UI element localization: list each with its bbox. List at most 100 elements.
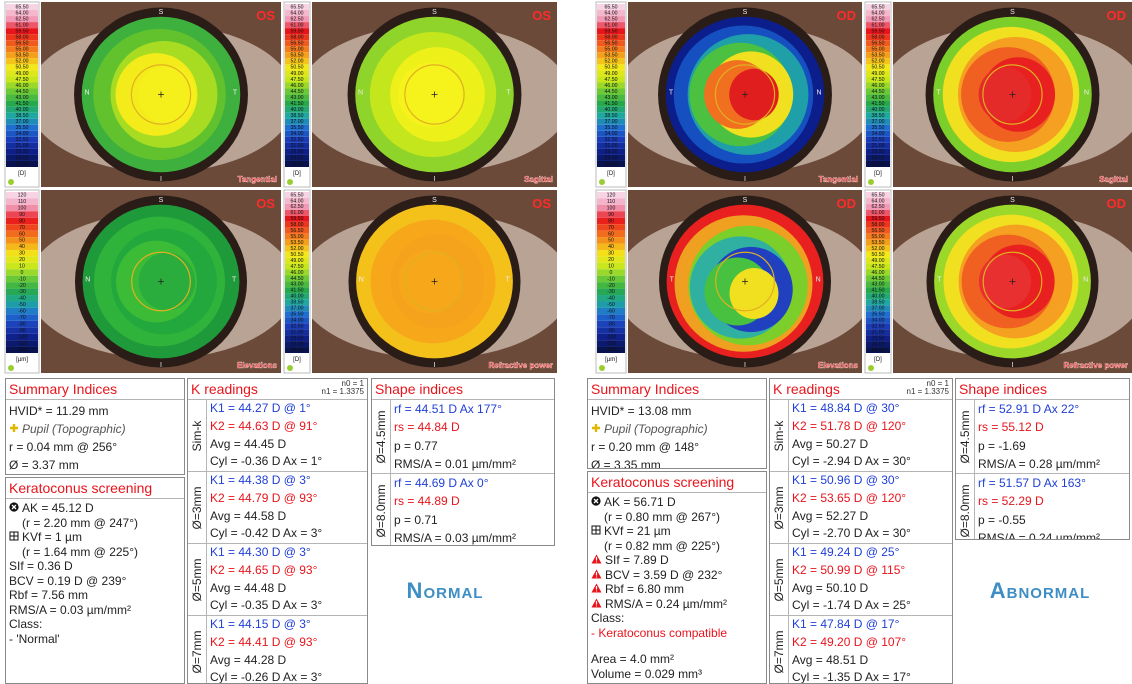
color-scale-label: 0: [610, 270, 613, 276]
text-line: Avg = 50.10 D: [789, 580, 911, 598]
zone-lines: K1 = 49.24 D @ 25°K2 = 50.99 D @ 115°Avg…: [789, 544, 911, 615]
text-line: rs = 44.89 D: [391, 492, 516, 510]
color-scale-unit: [D]: [293, 171, 301, 177]
orientation-label: T: [670, 277, 675, 284]
box-body: HVID* = 11.29 mmPupil (Topographic)r = 0…: [6, 400, 184, 474]
refractive-index: n0 = 1n1 = 1.3375: [907, 380, 949, 396]
color-scale-label: -10: [607, 276, 615, 282]
orientation-label: I: [160, 362, 162, 369]
text-line: RMS/A = 0.24 µm/mm²: [975, 529, 1100, 540]
text-line: Avg = 50.27 D: [789, 436, 911, 454]
value-text: rs = 52.29 D: [978, 492, 1044, 510]
map-label: Tangential: [819, 175, 858, 184]
value-text: K2 = 49.20 D @ 107°: [792, 634, 906, 652]
text-line: K1 = 50.96 D @ 30°: [789, 472, 911, 490]
topography-maps: 65.5064.0062.5061.0059.5058.0056.5055.00…: [0, 0, 1132, 376]
caption: Normal: [407, 578, 484, 604]
value-text: K2 = 50.99 D @ 115°: [792, 562, 905, 580]
color-scale-label: -60: [18, 309, 26, 315]
color-scale-label: 80: [608, 218, 614, 224]
value-text: Cyl = -1.74 D Ax = 25°: [792, 597, 911, 615]
text-line: SIf = 7.89 D: [588, 553, 766, 568]
text-line: K2 = 51.78 D @ 120°: [789, 418, 911, 436]
text-line: Cyl = -1.35 D Ax = 17°: [789, 669, 911, 684]
color-scale-label: 80: [19, 218, 25, 224]
color-scale: 1201101009080706050403020100-10-20-30-40…: [596, 190, 626, 373]
zone-group: Ø=8.0mmrf = 44.69 D Ax 0°rs = 44.89 Dp =…: [372, 474, 554, 546]
zone-lines: rf = 52.91 D Ax 22°rs = 55.12 Dp = -1.69…: [975, 400, 1100, 473]
value-text: K2 = 51.78 D @ 120°: [792, 418, 906, 436]
text-line: Cyl = -2.94 D Ax = 30°: [789, 453, 911, 471]
zone-label: Ø=4.5mm: [374, 410, 388, 463]
color-scale-unit: [D]: [18, 171, 26, 177]
value-text: Avg = 44.45 D: [210, 436, 286, 454]
zone-label: Ø=3mm: [772, 486, 786, 529]
value-text: Avg = 50.27 D: [792, 436, 868, 454]
value-text: RMS/A = 0.24 µm/mm²: [978, 529, 1100, 540]
icon: [591, 568, 605, 583]
text-line: Avg = 48.51 D: [789, 652, 911, 670]
icon: [591, 597, 605, 612]
text-line: RMS/A = 0.03 µm/mm²: [391, 529, 516, 546]
color-scale-label: -120: [17, 347, 27, 353]
n1-label: n1 = 1.3375: [907, 388, 949, 396]
text-line: RMS/A = 0.01 µm/mm²: [391, 455, 516, 473]
color-scale-label: -50: [607, 302, 615, 308]
text-line: Avg = 52.27 D: [789, 508, 911, 526]
orientation-label: N: [816, 277, 821, 284]
text-line: K2 = 44.41 D @ 93°: [207, 634, 322, 652]
icon-warn: [591, 598, 602, 608]
value-text: KVf = 1 µm: [22, 530, 82, 545]
value-text: (r = 2.20 mm @ 247°): [22, 516, 138, 531]
color-scale-label: 70: [19, 225, 25, 231]
value-text: Ø = 3.37 mm: [9, 456, 79, 474]
value-text: Volume = 0.029 mm³: [591, 667, 702, 682]
orientation-label: T: [506, 90, 511, 97]
color-scale-label: -120: [606, 347, 616, 353]
color-scale-label: -40: [607, 296, 615, 302]
value-text: - Keratoconus compatible: [591, 626, 727, 641]
text-line: K1 = 44.30 D @ 3°: [207, 544, 322, 562]
map-zone: [979, 255, 1031, 309]
text-line: K1 = 49.24 D @ 25°: [789, 544, 911, 562]
text-line: BCV = 3.59 D @ 232°: [588, 568, 766, 583]
value-text: Class:: [9, 617, 42, 632]
text-line: Cyl = -2.70 D Ax = 30°: [789, 525, 911, 543]
orientation-label: N: [1083, 277, 1088, 284]
color-scale-label: 60: [608, 231, 614, 237]
value-text: K2 = 44.65 D @ 93°: [210, 562, 317, 580]
text-line: p = 0.71: [391, 511, 516, 529]
color-scale-label: 20: [608, 257, 614, 263]
value-text: KVf = 21 µm: [604, 524, 671, 539]
color-scale-label: 26.50: [872, 347, 885, 353]
text-line: RMS/A = 0.28 µm/mm²: [975, 455, 1100, 473]
text-line: Class:: [588, 611, 766, 626]
orientation-label: T: [233, 90, 238, 97]
color-scale-label: -40: [18, 296, 26, 302]
map-label: Tangential: [238, 175, 277, 184]
orientation-label: S: [1010, 197, 1015, 204]
text-line: rs = 52.29 D: [975, 492, 1100, 510]
topography-map: SINTOSSagittal: [297, 2, 571, 187]
n1-label: n1 = 1.3375: [322, 388, 364, 396]
icon: [591, 524, 604, 539]
zone-cell: Ø=7mm: [188, 616, 207, 684]
text-line: K2 = 49.20 D @ 107°: [789, 634, 911, 652]
text-line: K2 = 50.99 D @ 115°: [789, 562, 911, 580]
color-scale: 65.5064.0062.5061.0059.5058.0056.5055.00…: [284, 2, 310, 187]
icon-warn: [591, 583, 602, 593]
map-label: Elevations: [818, 361, 859, 370]
value-text: - 'Normal': [9, 632, 60, 647]
zone-group: Ø=8.0mmrf = 51.57 D Ax 163°rs = 52.29 Dp…: [956, 474, 1129, 540]
icon: [591, 495, 604, 510]
text-line: Avg = 44.48 D: [207, 580, 322, 598]
text-line: (r = 0.80 mm @ 267°): [588, 510, 766, 525]
text-line: HVID* = 13.08 mm: [588, 402, 766, 420]
value-text: rf = 52.91 D Ax 22°: [978, 400, 1079, 418]
color-scale-label: 26.50: [291, 161, 304, 167]
color-scale: 1201101009080706050403020100-10-20-30-40…: [5, 190, 39, 373]
eye-label: OS: [532, 8, 551, 23]
shape-indices-box: Shape indicesØ=4.5mmrf = 44.51 D Ax 177°…: [371, 378, 555, 546]
value-text: p = 0.71: [394, 511, 438, 529]
